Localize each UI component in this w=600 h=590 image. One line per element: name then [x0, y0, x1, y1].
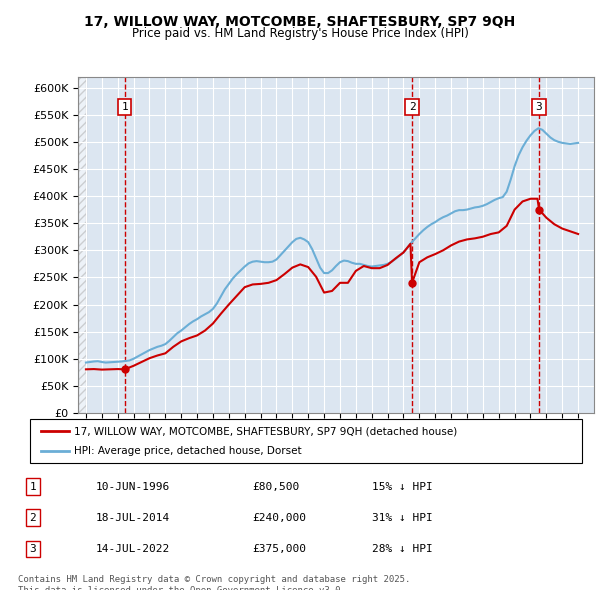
- Text: 2: 2: [29, 513, 37, 523]
- Text: 10-JUN-1996: 10-JUN-1996: [96, 481, 170, 491]
- Text: Price paid vs. HM Land Registry's House Price Index (HPI): Price paid vs. HM Land Registry's House …: [131, 27, 469, 40]
- FancyBboxPatch shape: [30, 419, 582, 463]
- Text: 18-JUL-2014: 18-JUL-2014: [96, 513, 170, 523]
- Text: 17, WILLOW WAY, MOTCOMBE, SHAFTESBURY, SP7 9QH: 17, WILLOW WAY, MOTCOMBE, SHAFTESBURY, S…: [85, 15, 515, 29]
- Text: £375,000: £375,000: [252, 544, 306, 554]
- Text: £80,500: £80,500: [252, 481, 299, 491]
- Text: 28% ↓ HPI: 28% ↓ HPI: [372, 544, 433, 554]
- Text: 3: 3: [536, 102, 542, 112]
- Text: Contains HM Land Registry data © Crown copyright and database right 2025.
This d: Contains HM Land Registry data © Crown c…: [18, 575, 410, 590]
- Text: 15% ↓ HPI: 15% ↓ HPI: [372, 481, 433, 491]
- Text: 17, WILLOW WAY, MOTCOMBE, SHAFTESBURY, SP7 9QH (detached house): 17, WILLOW WAY, MOTCOMBE, SHAFTESBURY, S…: [74, 427, 457, 436]
- Text: 2: 2: [409, 102, 415, 112]
- Text: 31% ↓ HPI: 31% ↓ HPI: [372, 513, 433, 523]
- Text: £240,000: £240,000: [252, 513, 306, 523]
- Text: 3: 3: [29, 544, 37, 554]
- Text: 1: 1: [29, 481, 37, 491]
- Text: 1: 1: [121, 102, 128, 112]
- Text: HPI: Average price, detached house, Dorset: HPI: Average price, detached house, Dors…: [74, 446, 302, 455]
- Text: 14-JUL-2022: 14-JUL-2022: [96, 544, 170, 554]
